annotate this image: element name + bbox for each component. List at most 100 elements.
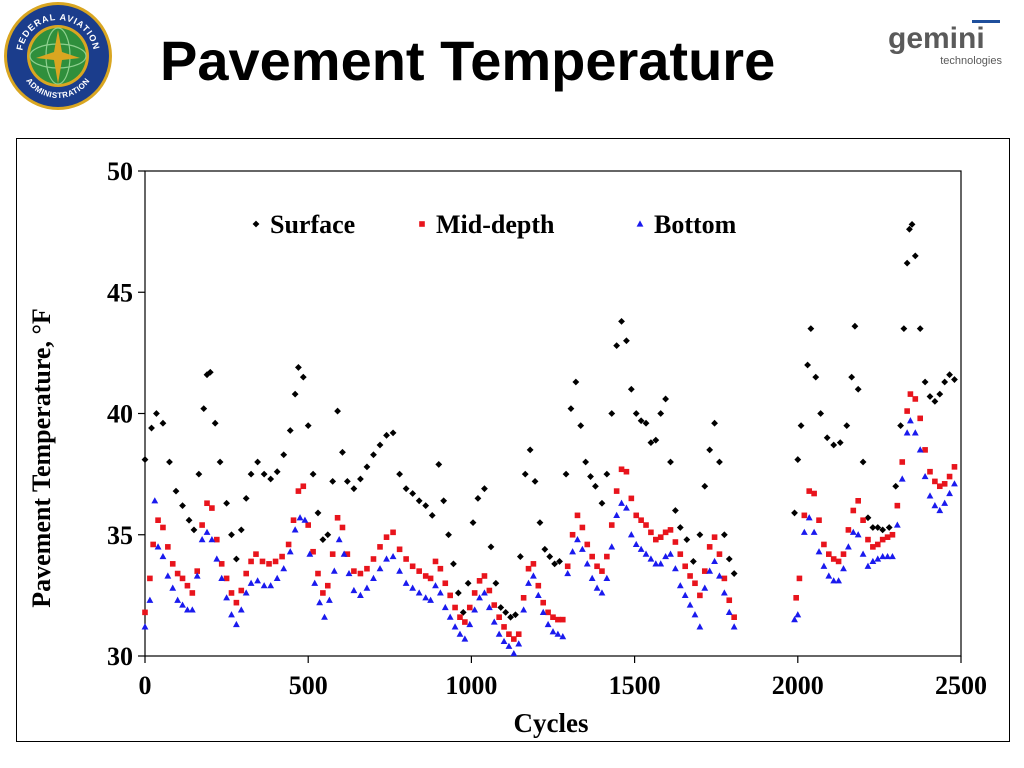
- surface-point: [683, 536, 691, 543]
- bottom-point: [652, 560, 660, 567]
- mid-depth-point: [535, 582, 542, 589]
- bottom-point: [534, 591, 542, 598]
- surface-point: [874, 524, 882, 531]
- mid-depth-point: [874, 541, 881, 548]
- bottom-point: [569, 548, 576, 555]
- mid-depth-point: [806, 488, 813, 494]
- surface-point: [716, 458, 723, 466]
- mid-depth-point: [486, 587, 493, 594]
- surface-point: [531, 478, 539, 485]
- bottom-point: [574, 536, 581, 543]
- surface-point: [291, 390, 299, 398]
- bottom-point: [711, 557, 718, 565]
- mid-depth-point: [845, 527, 852, 533]
- surface-point: [409, 490, 417, 497]
- logo-subtext: technologies: [940, 55, 1002, 67]
- bottom-point: [672, 565, 679, 572]
- surface-point: [280, 451, 288, 459]
- mid-depth-point: [796, 575, 803, 582]
- mid-depth-point: [662, 529, 669, 536]
- mid-depth-point: [351, 568, 357, 574]
- mid-depth-point: [285, 541, 292, 548]
- surface-point: [794, 456, 802, 463]
- legend-label-surface: Surface: [270, 210, 355, 239]
- surface-point: [286, 427, 294, 434]
- surface-point: [672, 507, 679, 514]
- surface-point: [897, 422, 905, 430]
- bottom-point: [946, 489, 953, 497]
- surface-point: [812, 373, 820, 381]
- bottom-point: [441, 603, 449, 611]
- surface-point: [237, 526, 245, 534]
- bottom-point: [825, 572, 833, 579]
- bottom-point: [350, 586, 358, 594]
- mid-depth-point: [946, 473, 953, 480]
- mid-depth-point: [951, 464, 958, 470]
- surface-point: [577, 422, 585, 430]
- mid-depth-point: [243, 570, 249, 577]
- bottom-point: [794, 611, 802, 618]
- bottom-point: [422, 594, 430, 601]
- mid-depth-point: [917, 415, 923, 422]
- bottom-point: [662, 552, 670, 560]
- surface-point: [908, 220, 916, 228]
- mid-depth-point: [155, 517, 161, 523]
- mid-depth-point: [169, 561, 176, 567]
- bottom-point: [936, 506, 944, 514]
- surface-point: [551, 560, 559, 568]
- mid-depth-point: [300, 483, 307, 490]
- mid-depth-point: [701, 568, 708, 574]
- mid-depth-point: [199, 522, 205, 528]
- bottom-point: [198, 536, 206, 543]
- bottom-point: [676, 582, 684, 589]
- mid-depth-point: [364, 565, 370, 572]
- y-tick-label: 45: [107, 278, 133, 307]
- bottom-point: [280, 565, 288, 572]
- mid-depth-point: [599, 568, 605, 574]
- surface-point: [254, 458, 262, 466]
- mid-depth-point: [899, 459, 906, 465]
- bottom-point: [903, 429, 911, 436]
- mid-depth-point: [726, 597, 733, 604]
- bottom-point: [623, 504, 630, 511]
- mid-depth-point: [339, 524, 346, 531]
- surface-point: [363, 463, 371, 471]
- bottom-point: [237, 606, 245, 613]
- surface-point: [903, 259, 911, 267]
- mid-depth-point: [223, 575, 230, 582]
- surface-point: [926, 393, 934, 400]
- bottom-point: [432, 582, 439, 589]
- surface-point: [859, 458, 867, 466]
- bottom-point: [921, 472, 929, 480]
- bottom-point: [146, 596, 154, 603]
- bottom-point: [286, 548, 294, 555]
- mid-depth-point: [657, 534, 664, 540]
- surface-point: [951, 376, 958, 383]
- x-tick-label: 2500: [935, 671, 987, 700]
- bottom-point: [471, 606, 479, 613]
- surface-point: [869, 524, 877, 531]
- bottom-point: [228, 611, 235, 618]
- legend-label-mid-depth: Mid-depth: [436, 210, 555, 239]
- mid-depth-point: [850, 507, 857, 514]
- surface-point: [497, 604, 505, 611]
- surface-point: [267, 475, 275, 483]
- mid-depth-point: [179, 575, 186, 582]
- bottom-point: [223, 594, 230, 601]
- surface-point: [512, 611, 519, 619]
- surface-point: [295, 364, 302, 371]
- slide-title: Pavement Temperature: [160, 29, 776, 92]
- mid-depth-point: [706, 544, 713, 550]
- surface-point: [848, 373, 856, 381]
- bottom-point: [376, 565, 384, 572]
- bottom-point: [505, 642, 513, 649]
- surface-point: [556, 558, 563, 565]
- bottom-point: [598, 589, 606, 596]
- mid-depth-point: [295, 488, 302, 494]
- surface-point: [572, 378, 580, 386]
- y-tick-label: 50: [107, 157, 133, 186]
- bottom-point: [436, 589, 444, 596]
- surface-point: [195, 470, 203, 478]
- bottom-point: [603, 574, 611, 581]
- mid-depth-point: [574, 512, 581, 519]
